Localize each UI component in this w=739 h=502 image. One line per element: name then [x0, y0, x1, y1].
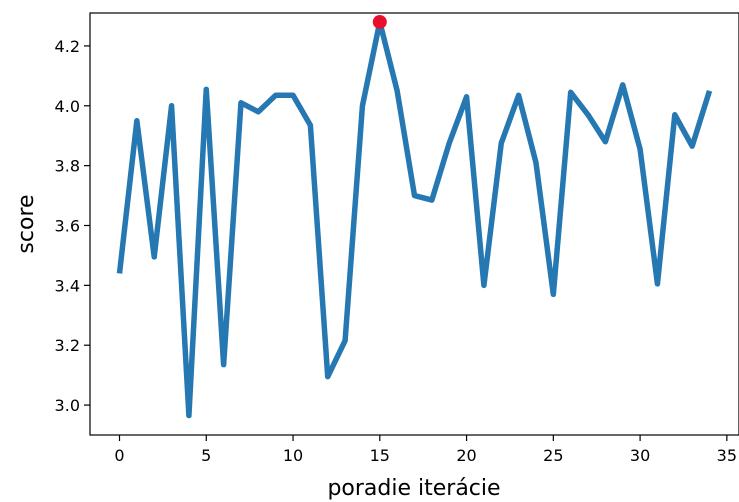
x-tick-label: 5 [201, 446, 211, 465]
y-tick-label: 3.6 [55, 216, 80, 235]
y-tick-label: 3.0 [55, 396, 80, 415]
y-tick-label: 4.2 [55, 37, 80, 56]
y-tick-label: 3.2 [55, 336, 80, 355]
highlight-point-marker [372, 14, 387, 29]
y-tick-label: 3.8 [55, 157, 80, 176]
y-axis-title: score [14, 194, 39, 253]
y-axis: 3.0 3.2 3.4 3.6 3.8 4.0 4.2 [55, 37, 90, 415]
x-axis-title: poradie iterácie [327, 476, 500, 501]
y-tick-label: 4.0 [55, 97, 80, 116]
x-tick-label: 10 [283, 446, 303, 465]
y-tick-label: 3.4 [55, 276, 80, 295]
x-tick-label: 15 [370, 446, 390, 465]
x-tick-label: 20 [456, 446, 476, 465]
x-tick-label: 0 [114, 446, 124, 465]
x-tick-label: 25 [543, 446, 563, 465]
x-tick-label: 35 [717, 446, 737, 465]
plot-frame [89, 12, 739, 436]
x-tick-label: 30 [630, 446, 650, 465]
series-line [116, 19, 713, 419]
x-axis: 0 5 10 15 20 25 30 35 [114, 435, 737, 465]
